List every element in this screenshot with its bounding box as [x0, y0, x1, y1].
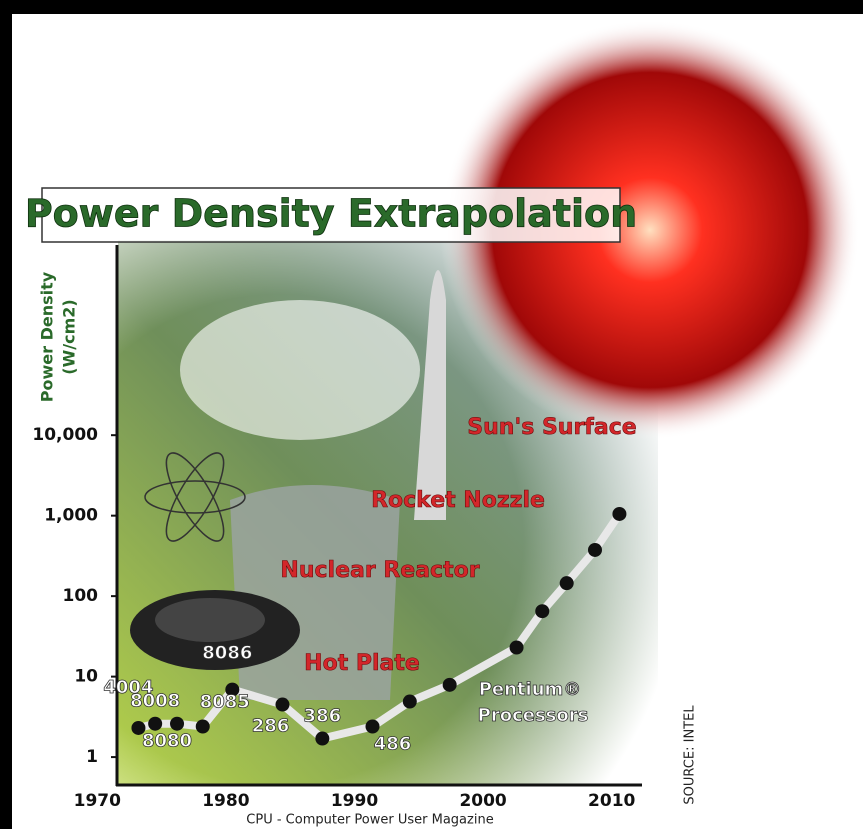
rocket — [414, 270, 446, 520]
point-label: 286 — [252, 716, 290, 737]
y-tick-label: 1,000 — [44, 506, 98, 526]
annotation: Pentium® — [479, 679, 582, 700]
title-box — [41, 187, 621, 243]
data-point — [612, 506, 627, 521]
data-point — [315, 731, 330, 746]
data-point — [225, 682, 240, 697]
data-point — [402, 694, 417, 709]
atom — [144, 452, 246, 542]
y-axis-label: (W/cm2) — [60, 299, 79, 374]
data-point — [195, 719, 210, 734]
annotation: Processors — [478, 705, 589, 726]
data-point — [509, 640, 524, 655]
annotation: Sun's Surface — [467, 415, 636, 440]
data-point — [587, 542, 602, 557]
hot-plate-burner — [155, 598, 265, 642]
x-tick-label: 1980 — [202, 791, 249, 811]
sun — [440, 20, 860, 440]
x-tick-label: 2010 — [588, 791, 635, 811]
y-axis-label: Power Density — [38, 271, 57, 402]
left-border — [0, 0, 12, 829]
x-tick-label: 1990 — [331, 791, 378, 811]
annotation: Hot Plate — [304, 651, 420, 676]
point-label: 8086 — [202, 643, 252, 664]
data-point — [275, 697, 290, 712]
y-tick-label: 10 — [74, 667, 98, 687]
data-point — [131, 720, 146, 735]
data-point — [559, 576, 574, 591]
source: SOURCE: INTEL — [683, 705, 698, 805]
annotation: Nuclear Reactor — [280, 558, 479, 583]
y-tick-label: 100 — [63, 586, 99, 606]
x-tick-label: 2000 — [459, 791, 506, 811]
point-label: 8008 — [130, 691, 180, 712]
point-label: 4004 — [103, 677, 153, 698]
steam — [180, 300, 420, 440]
annotation: Rocket Nozzle — [371, 488, 545, 513]
point-label: 8085 — [200, 691, 250, 712]
top-border — [0, 0, 863, 14]
data-point — [535, 604, 550, 619]
footer: CPU - Computer Power User Magazine — [246, 813, 493, 828]
point-label: 386 — [304, 706, 342, 727]
y-tick-label: 10,000 — [32, 425, 98, 445]
x-tick-label: 1970 — [74, 791, 121, 811]
point-label: 8080 — [142, 731, 192, 752]
data-point — [442, 677, 457, 692]
data-point — [170, 716, 185, 731]
chart-title: Power Density Extrapolation — [25, 192, 637, 236]
data-point — [365, 719, 380, 734]
data-point — [148, 716, 163, 731]
point-label: 486 — [374, 733, 412, 754]
y-tick-label: 1 — [86, 747, 98, 767]
